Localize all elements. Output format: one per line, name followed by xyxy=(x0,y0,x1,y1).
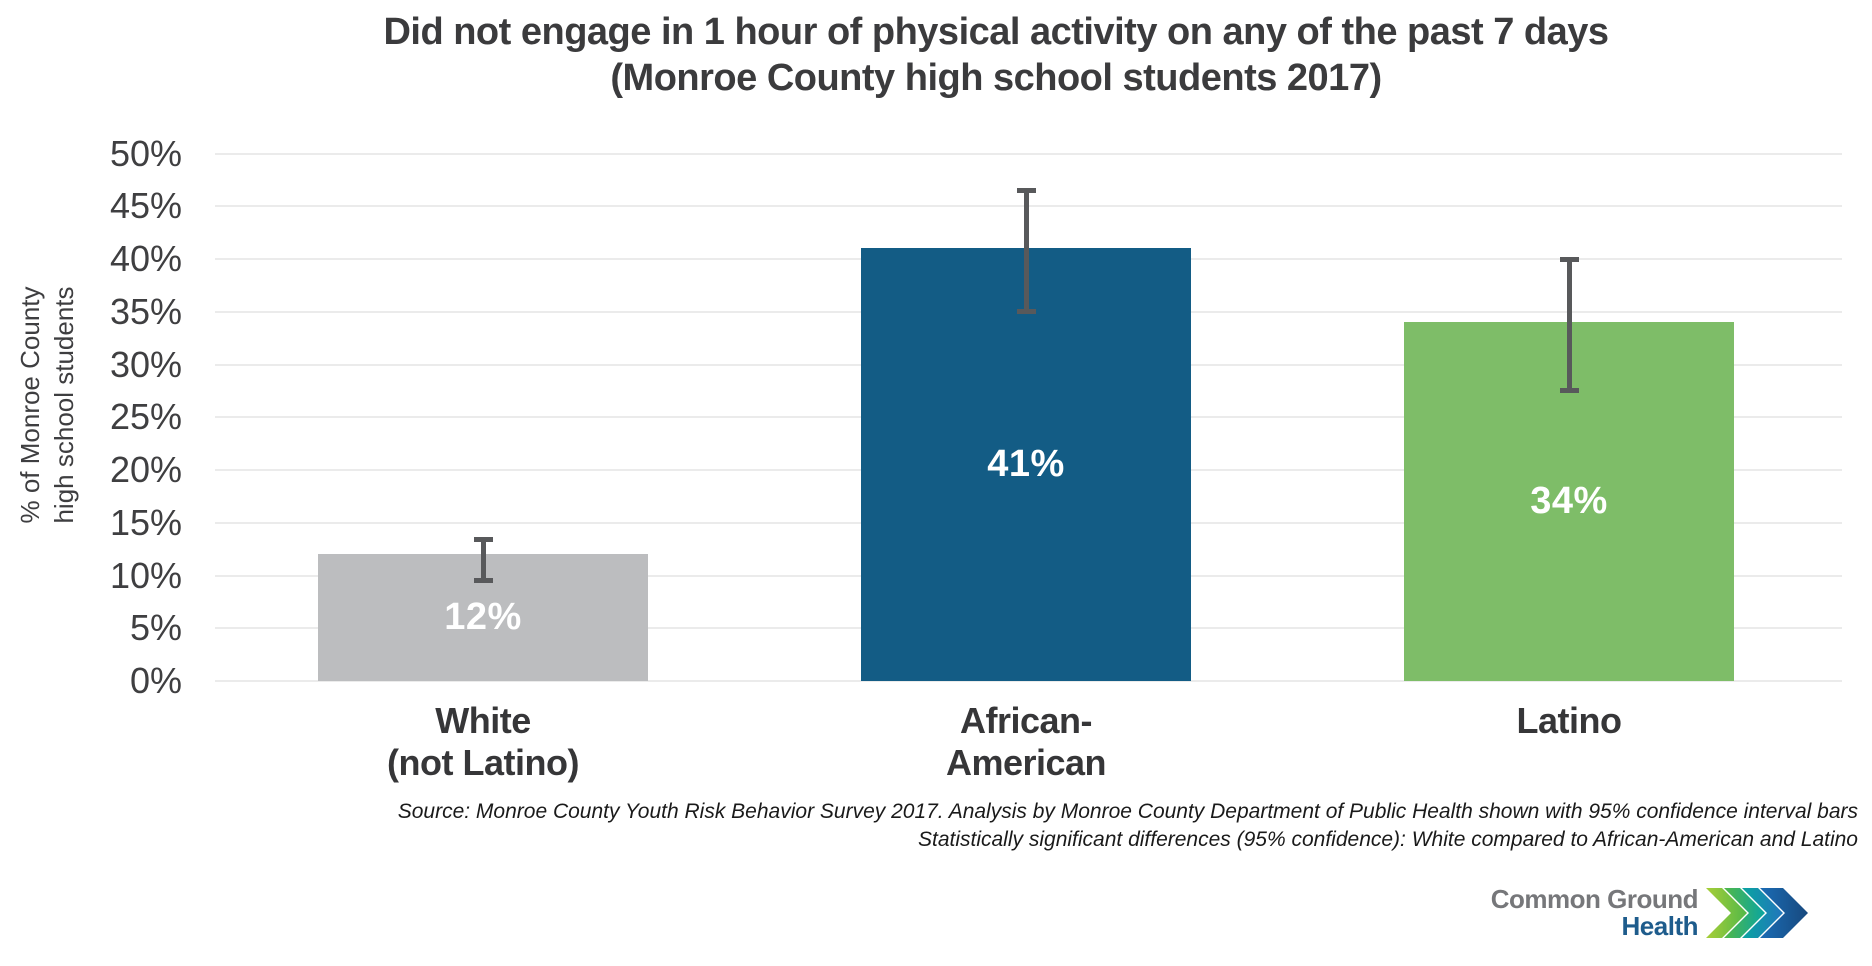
logo-text-line1: Common Ground xyxy=(1490,884,1699,914)
chart-title-line1: Did not engage in 1 hour of physical act… xyxy=(383,11,1609,53)
source-note-line2: Statistically significant differences (9… xyxy=(917,827,1858,851)
bar-african-american: 41% xyxy=(861,248,1191,681)
error-bar-african-american xyxy=(1023,190,1029,312)
error-bar-cap-top-white-not-latino xyxy=(473,536,493,542)
logo-text-line2: Health xyxy=(1621,911,1699,941)
y-tick-10%: 10% xyxy=(109,554,182,596)
error-bar-cap-bottom-latino xyxy=(1559,387,1579,393)
category-label-african-american: African- American xyxy=(816,700,1236,784)
logo-text: Common Ground Health xyxy=(1490,884,1699,941)
gridline-45% xyxy=(215,205,1842,208)
y-tick-35%: 35% xyxy=(109,290,182,332)
error-bar-white-not-latino xyxy=(480,538,486,581)
y-tick-0%: 0% xyxy=(129,660,182,701)
category-label-white-not-latino: White (not Latino) xyxy=(273,700,693,784)
category-label-latino: Latino xyxy=(1359,700,1779,742)
gridline-0% xyxy=(215,680,1842,682)
error-bar-cap-bottom-african-american xyxy=(1016,308,1036,314)
chart-title-line2: (Monroe County high school students 2017… xyxy=(610,56,1382,99)
y-tick-50%: 50% xyxy=(109,132,182,174)
source-note: Source: Monroe County Youth Risk Behavio… xyxy=(358,798,1858,853)
category-label-african-american-line2: American xyxy=(945,741,1107,783)
category-label-white-not-latino-line1: White xyxy=(435,700,531,741)
y-tick-30%: 30% xyxy=(109,343,182,385)
category-label-latino-line1: Latino xyxy=(1516,700,1622,741)
y-tick-45%: 45% xyxy=(109,185,182,227)
chart-title: Did not engage in 1 hour of physical act… xyxy=(120,10,1872,101)
y-tick-20%: 20% xyxy=(109,449,182,490)
y-tick-15%: 15% xyxy=(109,501,182,543)
error-bar-cap-top-african-american xyxy=(1016,188,1036,194)
source-note-line1: Source: Monroe County Youth Risk Behavio… xyxy=(397,800,1858,823)
category-label-white-not-latino-line2: (not Latino) xyxy=(387,741,579,783)
error-bar-latino xyxy=(1566,259,1572,391)
error-bar-cap-bottom-white-not-latino xyxy=(473,577,493,583)
error-bar-cap-top-latino xyxy=(1559,257,1579,262)
y-tick-5%: 5% xyxy=(129,607,182,649)
bar-value-label-white-not-latino: 12% xyxy=(444,596,522,639)
y-tick-25%: 25% xyxy=(109,396,182,438)
bar-value-label-latino: 34% xyxy=(1530,480,1608,523)
bar-value-label-african-american: 41% xyxy=(987,443,1065,486)
gridline-50% xyxy=(215,152,1842,155)
logo: Common Ground Health xyxy=(1491,886,1814,940)
category-label-african-american-line1: African- xyxy=(959,700,1093,741)
y-tick-40%: 40% xyxy=(109,238,182,279)
logo-chevrons-icon xyxy=(1706,888,1808,938)
